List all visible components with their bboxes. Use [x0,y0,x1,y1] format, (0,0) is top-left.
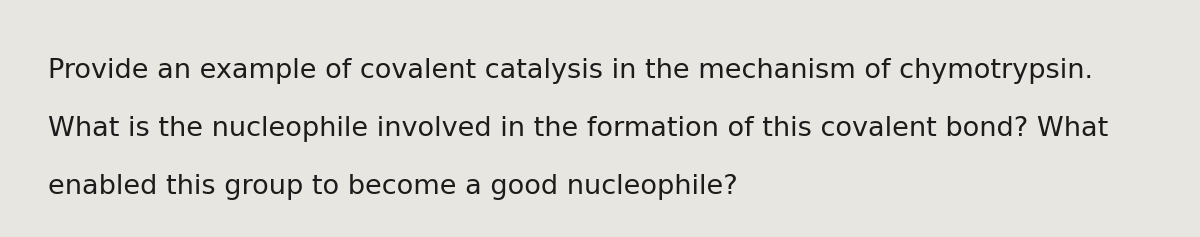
Text: Provide an example of covalent catalysis in the mechanism of chymotrypsin.: Provide an example of covalent catalysis… [48,58,1093,84]
Text: What is the nucleophile involved in the formation of this covalent bond? What: What is the nucleophile involved in the … [48,116,1109,142]
Text: enabled this group to become a good nucleophile?: enabled this group to become a good nucl… [48,174,738,200]
